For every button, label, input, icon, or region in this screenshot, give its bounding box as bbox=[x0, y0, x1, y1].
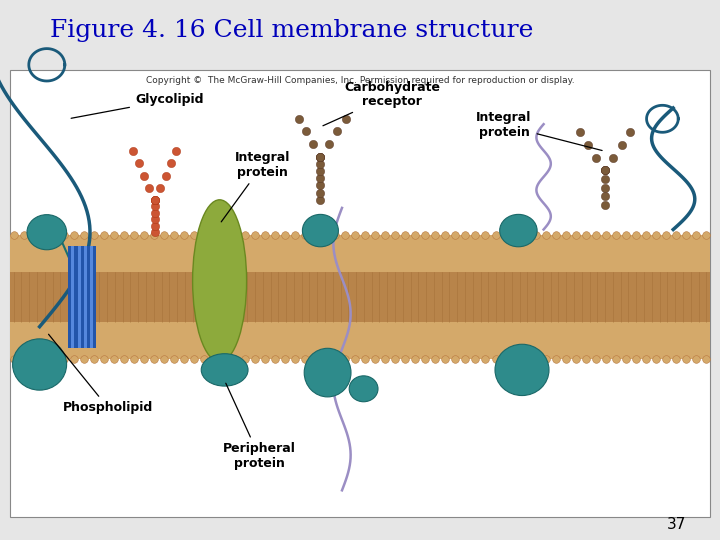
FancyBboxPatch shape bbox=[74, 246, 78, 348]
FancyBboxPatch shape bbox=[10, 235, 710, 359]
Ellipse shape bbox=[305, 348, 351, 397]
Text: Integral
protein: Integral protein bbox=[477, 111, 602, 151]
FancyBboxPatch shape bbox=[10, 272, 710, 322]
FancyBboxPatch shape bbox=[93, 246, 96, 348]
Text: Copyright ©  The McGraw-Hill Companies, Inc. Permission required for reproductio: Copyright © The McGraw-Hill Companies, I… bbox=[145, 76, 575, 85]
Ellipse shape bbox=[302, 214, 338, 247]
Ellipse shape bbox=[27, 215, 67, 250]
Text: Phospholipid: Phospholipid bbox=[48, 334, 153, 414]
Text: Integral
protein: Integral protein bbox=[221, 151, 290, 222]
Ellipse shape bbox=[193, 200, 246, 362]
FancyBboxPatch shape bbox=[84, 246, 86, 348]
Ellipse shape bbox=[13, 339, 66, 390]
Text: Glycolipid: Glycolipid bbox=[71, 93, 204, 118]
Ellipse shape bbox=[349, 376, 378, 402]
FancyBboxPatch shape bbox=[78, 246, 81, 348]
Ellipse shape bbox=[500, 214, 537, 247]
FancyBboxPatch shape bbox=[71, 246, 74, 348]
Ellipse shape bbox=[201, 354, 248, 386]
Text: 37: 37 bbox=[667, 517, 686, 532]
Ellipse shape bbox=[495, 345, 549, 395]
FancyBboxPatch shape bbox=[81, 246, 84, 348]
FancyBboxPatch shape bbox=[90, 246, 93, 348]
Text: Figure 4. 16 Cell membrane structure: Figure 4. 16 Cell membrane structure bbox=[50, 19, 534, 42]
FancyBboxPatch shape bbox=[10, 70, 710, 517]
FancyBboxPatch shape bbox=[68, 246, 71, 348]
Text: Carbohydrate
receptor: Carbohydrate receptor bbox=[323, 80, 441, 126]
Text: Peripheral
protein: Peripheral protein bbox=[222, 383, 296, 470]
FancyBboxPatch shape bbox=[86, 246, 90, 348]
